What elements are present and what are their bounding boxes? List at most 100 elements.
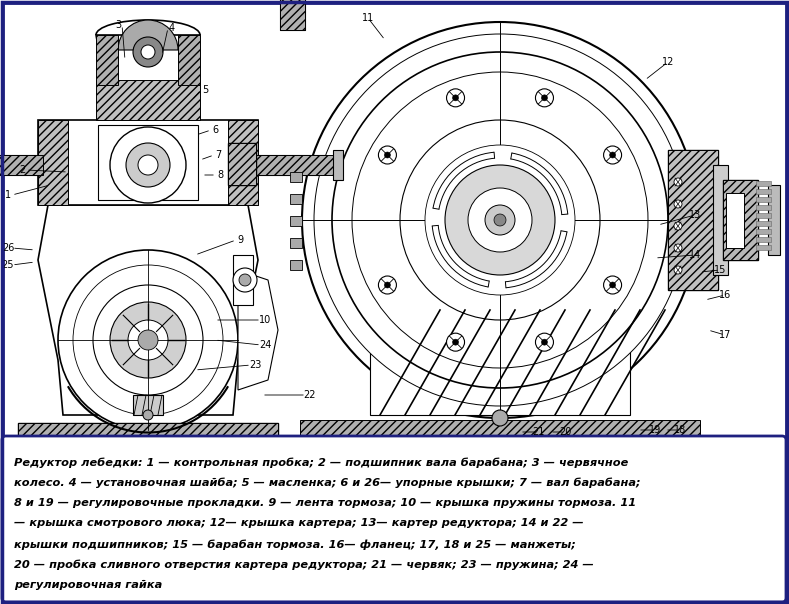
Text: 13: 13	[689, 210, 701, 220]
Circle shape	[379, 276, 396, 294]
Circle shape	[126, 143, 170, 187]
Text: 8 и 19 — регулировочные прокладки. 9 — лента тормоза; 10 — крышка пружины тормоз: 8 и 19 — регулировочные прокладки. 9 — л…	[14, 498, 636, 508]
Bar	[96, 80, 200, 120]
Circle shape	[604, 276, 622, 294]
Circle shape	[141, 45, 155, 59]
Circle shape	[674, 222, 682, 230]
Circle shape	[379, 146, 396, 164]
Polygon shape	[96, 35, 200, 120]
Circle shape	[541, 339, 548, 345]
Circle shape	[233, 268, 257, 292]
Circle shape	[143, 410, 153, 420]
Text: 3: 3	[115, 20, 121, 30]
Text: 17: 17	[719, 330, 731, 340]
Circle shape	[674, 244, 682, 252]
Bar	[18, 423, 278, 435]
Bar	[668, 150, 718, 290]
Circle shape	[674, 266, 682, 274]
Bar	[253, 155, 333, 175]
Bar	[726, 193, 744, 248]
Bar	[0, 155, 43, 175]
Circle shape	[485, 205, 515, 235]
Polygon shape	[238, 270, 278, 390]
Circle shape	[384, 282, 391, 288]
Bar	[723, 180, 758, 260]
Circle shape	[494, 214, 506, 226]
Bar	[756, 221, 771, 226]
Bar	[333, 150, 343, 180]
Bar	[756, 237, 771, 242]
Bar	[228, 143, 256, 185]
Text: 12: 12	[662, 57, 674, 67]
Circle shape	[447, 333, 465, 351]
Text: 21: 21	[532, 427, 544, 437]
Circle shape	[610, 282, 615, 288]
Bar	[96, 35, 118, 85]
Circle shape	[73, 265, 223, 415]
Bar	[290, 172, 302, 182]
Circle shape	[110, 302, 186, 378]
Circle shape	[133, 37, 163, 67]
Bar	[756, 181, 771, 186]
FancyBboxPatch shape	[2, 436, 786, 602]
Circle shape	[541, 95, 548, 101]
Circle shape	[93, 285, 203, 395]
Circle shape	[492, 410, 508, 426]
Circle shape	[138, 155, 158, 175]
Bar	[280, 0, 305, 30]
Circle shape	[447, 89, 465, 107]
Text: — крышка смотрового люка; 12— крышка картера; 13— картер редуктора; 14 и 22 —: — крышка смотрового люка; 12— крышка кар…	[14, 518, 584, 528]
Circle shape	[610, 152, 615, 158]
Text: 9: 9	[237, 235, 243, 245]
Bar	[133, 395, 163, 415]
Text: 15: 15	[714, 265, 726, 275]
Bar	[756, 213, 771, 218]
Text: 25: 25	[2, 260, 14, 270]
Polygon shape	[38, 205, 258, 415]
Circle shape	[453, 95, 458, 101]
Bar	[0, 155, 43, 175]
Text: 10: 10	[259, 315, 271, 325]
Bar	[290, 216, 302, 226]
Bar	[723, 180, 758, 260]
Bar	[756, 229, 771, 234]
Text: 22: 22	[304, 390, 316, 400]
FancyBboxPatch shape	[3, 3, 786, 601]
Bar	[253, 155, 333, 175]
Bar	[38, 120, 68, 205]
Circle shape	[536, 333, 553, 351]
Text: 24: 24	[259, 340, 271, 350]
Circle shape	[425, 145, 575, 295]
Circle shape	[674, 178, 682, 186]
Bar	[370, 310, 630, 415]
Circle shape	[302, 22, 698, 418]
Bar	[300, 420, 700, 435]
Bar	[290, 260, 302, 270]
Circle shape	[445, 165, 555, 275]
Circle shape	[128, 320, 168, 360]
Bar	[756, 245, 771, 250]
Text: крышки подшипников; 15 — барабан тормоза. 16— фланец; 17, 18 и 25 — манжеты;: крышки подшипников; 15 — барабан тормоза…	[14, 539, 576, 550]
Circle shape	[314, 34, 686, 406]
Bar	[98, 125, 198, 200]
Bar	[280, 0, 305, 30]
Bar	[756, 189, 771, 194]
Bar	[668, 150, 718, 290]
Circle shape	[239, 274, 251, 286]
Text: 2: 2	[19, 165, 25, 175]
Text: 14: 14	[689, 250, 701, 260]
Wedge shape	[118, 20, 178, 50]
Bar	[228, 143, 256, 185]
Circle shape	[352, 72, 648, 368]
Text: 18: 18	[674, 425, 686, 435]
Text: регулировочная гайка: регулировочная гайка	[14, 580, 163, 590]
Circle shape	[674, 200, 682, 208]
Circle shape	[138, 330, 158, 350]
Circle shape	[536, 89, 553, 107]
Circle shape	[453, 339, 458, 345]
Bar	[290, 194, 302, 204]
Bar	[38, 120, 258, 205]
Bar	[178, 35, 200, 85]
Text: 4: 4	[169, 23, 175, 33]
Circle shape	[58, 250, 238, 430]
